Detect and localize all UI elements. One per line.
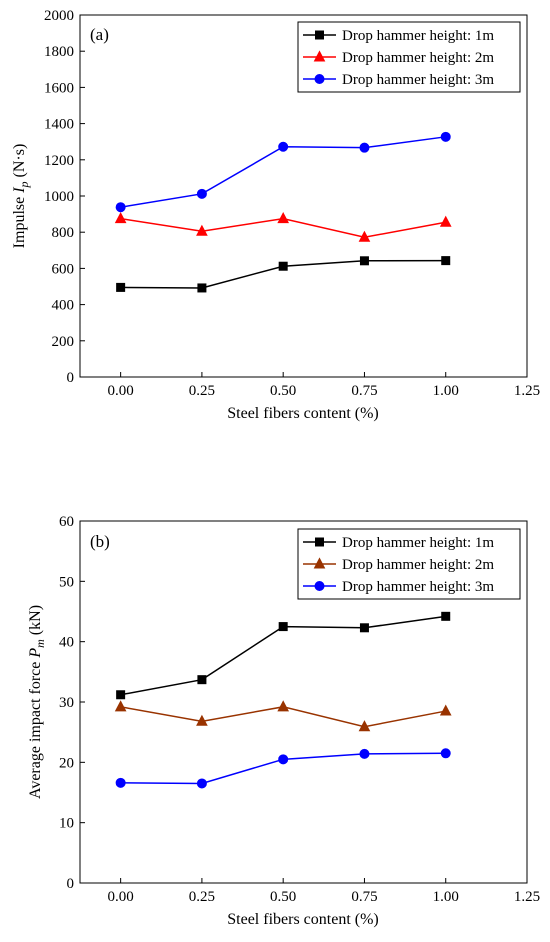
chart-b-series-3-point bbox=[115, 777, 126, 788]
chart-b-panel-label: (b) bbox=[90, 532, 110, 551]
chart-b-series-1-point bbox=[441, 611, 451, 621]
chart-b-ticks: 0.00 0.25 0.50 0.75 1.00 1.25 0 10 20 30 40 50 60 bbox=[59, 514, 540, 905]
chart-b-legend-entry-3: Drop hammer height: 3m bbox=[342, 579, 494, 595]
chart-a-series-3-point bbox=[196, 188, 207, 199]
chart-a-y-axis-label-unit: (N·s) bbox=[11, 144, 28, 182]
chart-b-y-tick-label: 20 bbox=[59, 755, 74, 771]
chart-b-x-tick-label: 1.00 bbox=[433, 889, 459, 905]
chart-a-series-1-point bbox=[359, 256, 369, 266]
chart-b-y-axis-label-main: Average impact force bbox=[27, 658, 44, 799]
chart-a-legend-marker-3 bbox=[314, 74, 325, 84]
chart-a-series-2-point bbox=[114, 212, 127, 224]
chart-a-legend-marker-1 bbox=[315, 30, 324, 40]
chart-a-legend: Drop hammer height: 1m Drop hammer height… bbox=[297, 21, 521, 93]
chart-b-legend: Drop hammer height: 1m Drop hammer height… bbox=[297, 528, 521, 600]
chart-a-y-tick-label: 1800 bbox=[44, 44, 74, 60]
chart-a-y-tick-label: 1600 bbox=[44, 80, 74, 96]
chart-b-series-2-point bbox=[114, 700, 127, 712]
chart-a-y-tick-label: 1000 bbox=[44, 189, 74, 205]
chart-b-y-axis-label-symbol: P bbox=[27, 648, 44, 659]
chart-b: (b) Steel fibers content (%) Average imp… bbox=[27, 514, 540, 928]
chart-a-y-axis-label-subscript: p bbox=[17, 181, 31, 188]
chart-b-series-2-point bbox=[196, 714, 208, 726]
chart-b-series-2-point bbox=[439, 704, 452, 716]
chart-a-ticks: 0.00 0.25 0.50 0.75 1.00 1.25 0 200 400 600 800 100… bbox=[44, 8, 540, 399]
chart-a-y-tick-label: 0 bbox=[67, 370, 75, 386]
chart-b-series-1-point bbox=[197, 675, 207, 685]
chart-b-y-tick-label: 50 bbox=[59, 574, 74, 590]
chart-b-x-tick-label: 0.25 bbox=[189, 889, 215, 905]
chart-b-legend-marker-3 bbox=[314, 581, 325, 591]
chart-a-x-tick-label: 0.75 bbox=[351, 383, 377, 399]
chart-a-legend-entry-3: Drop hammer height: 3m bbox=[342, 72, 494, 88]
chart-b-x-tick-label: 0.75 bbox=[351, 889, 377, 905]
chart-b-legend-marker-1 bbox=[315, 537, 324, 547]
chart-b-x-tick-label: 0.50 bbox=[270, 889, 296, 905]
chart-a-y-axis-label-main: Impulse bbox=[11, 193, 28, 249]
chart-b-series-1-point bbox=[359, 623, 369, 633]
chart-a-series-3-point bbox=[278, 141, 289, 152]
chart-b-series-3-point bbox=[278, 754, 289, 765]
chart-a-y-tick-label: 800 bbox=[52, 225, 75, 241]
chart-a-series-1-point bbox=[278, 261, 288, 271]
chart-a-x-tick-label: 0.25 bbox=[189, 383, 215, 399]
chart-a-y-tick-label: 600 bbox=[52, 261, 75, 277]
chart-a-x-axis-label: Steel fibers content (%) bbox=[227, 405, 379, 422]
chart-a-series-2-point bbox=[277, 212, 290, 224]
chart-a-legend-marker-2 bbox=[313, 50, 326, 62]
chart-a-x-tick-label: 1.00 bbox=[433, 383, 459, 399]
chart-a-y-tick-label: 1200 bbox=[44, 153, 74, 169]
chart-b-x-tick-label: 0.00 bbox=[108, 889, 134, 905]
chart-a-series bbox=[114, 131, 452, 293]
chart-a-series-2-point bbox=[439, 215, 452, 227]
chart-b-legend-entry-1: Drop hammer height: 1m bbox=[342, 535, 494, 551]
chart-b-y-axis-label-subscript: m bbox=[33, 639, 47, 648]
chart-b-series-1-point bbox=[278, 622, 288, 632]
chart-a-legend-entry-2: Drop hammer height: 2m bbox=[342, 50, 494, 66]
chart-a-series-1-point bbox=[116, 282, 126, 292]
chart-b-x-tick-label: 1.25 bbox=[514, 889, 540, 905]
chart-b-x-axis-label: Steel fibers content (%) bbox=[227, 911, 379, 928]
chart-a-x-tick-label: 1.25 bbox=[514, 383, 540, 399]
chart-b-y-axis-label-unit: (kN) bbox=[27, 605, 44, 639]
chart-b-series-2-point bbox=[277, 700, 290, 712]
chart-a-series-1-point bbox=[441, 256, 451, 266]
chart-a-y-tick-label: 2000 bbox=[44, 8, 74, 24]
chart-a-series-3-point bbox=[115, 202, 126, 213]
chart-a-y-tick-label: 400 bbox=[52, 298, 75, 314]
chart-a-series-3-point bbox=[440, 131, 451, 142]
chart-b-y-tick-label: 0 bbox=[67, 876, 75, 892]
chart-b-legend-entry-2: Drop hammer height: 2m bbox=[342, 557, 494, 573]
chart-b-series-3-point bbox=[440, 748, 451, 759]
chart-b-series-3-point bbox=[196, 778, 207, 789]
chart-b-series-1-point bbox=[116, 690, 126, 700]
chart-a-y-tick-label: 200 bbox=[52, 334, 75, 350]
chart-b-y-tick-label: 40 bbox=[59, 635, 74, 651]
chart-b-series-2-point bbox=[358, 720, 371, 732]
chart-b-series bbox=[114, 611, 452, 789]
chart-a-y-tick-label: 1400 bbox=[44, 117, 74, 133]
chart-a-x-tick-label: 0.00 bbox=[108, 383, 134, 399]
chart-a-x-tick-label: 0.50 bbox=[270, 383, 296, 399]
chart-a-panel-label: (a) bbox=[90, 25, 109, 44]
chart-b-y-tick-label: 60 bbox=[59, 514, 74, 530]
chart-a-series-1-point bbox=[197, 283, 207, 293]
chart-b-y-tick-label: 10 bbox=[59, 816, 74, 832]
chart-b-series-3-point bbox=[359, 748, 370, 759]
chart-a-series-3-point bbox=[359, 142, 370, 153]
chart-b-y-axis-label: Average impact force Pm (kN) bbox=[27, 605, 47, 799]
chart-b-y-tick-label: 30 bbox=[59, 695, 74, 711]
chart-b-legend-marker-2 bbox=[313, 557, 326, 569]
chart-a-series-2-point bbox=[358, 230, 371, 242]
chart-a-series-2-point bbox=[196, 224, 208, 236]
chart-a-legend-entry-1: Drop hammer height: 1m bbox=[342, 28, 494, 44]
chart-a: (a) Steel fibers content (%) Impulse Ip … bbox=[11, 8, 540, 422]
chart-a-y-axis-label-symbol: I bbox=[11, 187, 28, 194]
chart-a-y-axis-label: Impulse Ip (N·s) bbox=[11, 144, 31, 249]
